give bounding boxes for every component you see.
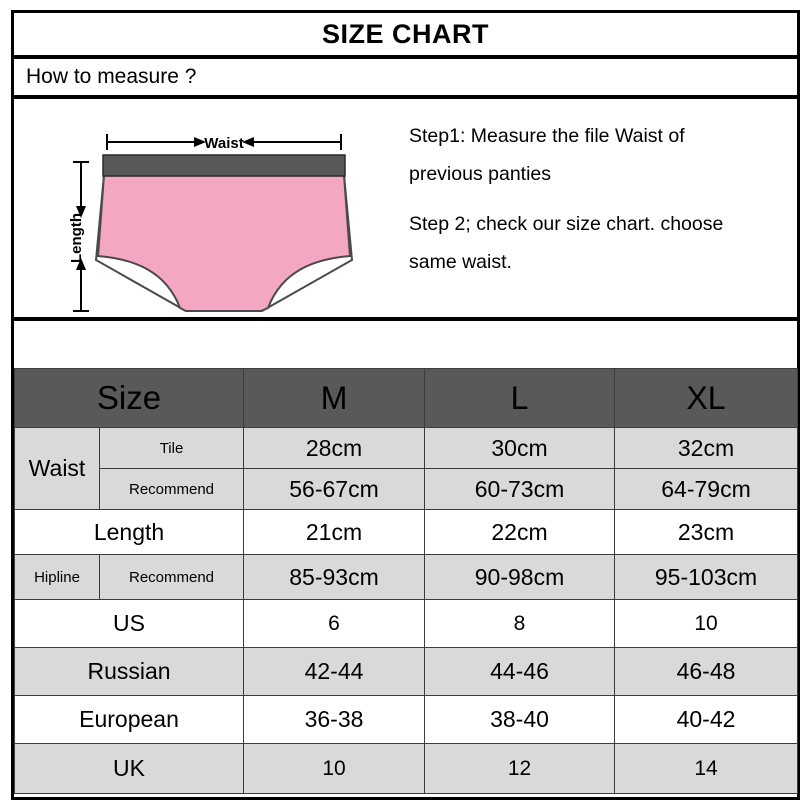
header-size-xl: XL [614, 368, 799, 428]
length-label: Length [68, 213, 85, 263]
cell-european-m: 36-38 [243, 695, 426, 744]
step-line-3: Step 2; check our size chart. choose [409, 213, 724, 235]
how-to-measure-band: How to measure ? [14, 59, 797, 99]
cell-waist-tile-xl: 32cm [614, 427, 799, 469]
cell-waist-rec-m: 56-67cm [243, 468, 426, 510]
cell-uk-xl: 14 [614, 743, 799, 794]
waist-arrowhead-left [194, 137, 206, 147]
step-line-4: same waist. [409, 251, 512, 273]
row-sublabel-hipline-recommend: Recommend [98, 554, 245, 600]
cell-hipline-l: 90-98cm [424, 554, 616, 600]
table-row: UK 10 12 14 [13, 743, 799, 794]
row-sublabel-tile: Tile [98, 427, 245, 469]
cell-waist-tile-m: 28cm [243, 427, 426, 469]
table-row: Hipline Recommend 85-93cm 90-98cm 95-103… [14, 554, 799, 600]
length-measure-arrow [73, 161, 89, 312]
size-table: Size M L XL Waist Tile 28cm 30cm 32cm Re [13, 368, 799, 794]
table-row: European 36-38 38-40 40-42 [13, 695, 799, 744]
cell-us-l: 8 [424, 599, 616, 648]
panty-waistband [102, 154, 346, 177]
chart-frame: SIZE CHART How to measure ? Waist [11, 10, 800, 800]
spacer-band [14, 321, 797, 368]
cell-russian-xl: 46-48 [614, 647, 799, 696]
cell-length-m: 21cm [243, 509, 426, 555]
cell-uk-l: 12 [424, 743, 616, 794]
table-row: Russian 42-44 44-46 46-48 [13, 647, 799, 696]
row-label-european: European [13, 695, 245, 744]
length-arrowhead-bottom [76, 258, 86, 270]
cell-russian-m: 42-44 [243, 647, 426, 696]
table-row: Waist Tile 28cm 30cm 32cm [14, 427, 799, 510]
header-size-m: M [243, 368, 426, 428]
table-row: Recommend 56-67cm 60-73cm 64-79cm [15, 468, 799, 510]
length-arrowhead-top [76, 206, 86, 218]
measure-steps: Step1: Measure the file Waist of previou… [409, 117, 789, 281]
row-label-russian: Russian [13, 647, 245, 696]
cell-length-l: 22cm [424, 509, 616, 555]
row-label-waist: Waist [14, 427, 100, 510]
step-line-1: Step1: Measure the file Waist of [409, 125, 685, 147]
header-size-l: L [424, 368, 616, 428]
cell-waist-tile-l: 30cm [424, 427, 616, 469]
waist-arrowhead-right [242, 137, 254, 147]
table-row: Length 21cm 22cm 23cm [13, 509, 799, 555]
cell-waist-rec-xl: 64-79cm [614, 468, 799, 510]
header-size-label: Size [13, 368, 245, 428]
cell-uk-m: 10 [243, 743, 426, 794]
title-band: SIZE CHART [14, 13, 797, 59]
waist-label: Waist [204, 135, 243, 152]
diagram-band: Waist Length [14, 99, 797, 321]
cell-us-xl: 10 [614, 599, 799, 648]
how-to-measure-label: How to measure ? [26, 65, 197, 88]
panty-fabric [96, 174, 352, 312]
cell-hipline-xl: 95-103cm [614, 554, 799, 600]
row-label-uk: UK [13, 743, 245, 794]
cell-european-xl: 40-42 [614, 695, 799, 744]
cell-length-xl: 23cm [614, 509, 799, 555]
cell-european-l: 38-40 [424, 695, 616, 744]
page-title: SIZE CHART [322, 18, 489, 49]
table-header-row: Size M L XL [13, 368, 799, 428]
cell-waist-rec-l: 60-73cm [424, 468, 616, 510]
row-label-us: US [13, 599, 245, 648]
row-label-length: Length [13, 509, 245, 555]
panties-diagram: Waist Length [68, 134, 354, 312]
table-row: US 6 8 10 [13, 599, 799, 648]
cell-us-m: 6 [243, 599, 426, 648]
step-line-2: previous panties [409, 163, 552, 185]
cell-hipline-m: 85-93cm [243, 554, 426, 600]
cell-russian-l: 44-46 [424, 647, 616, 696]
waist-measure-arrow [106, 134, 342, 150]
row-label-hipline: Hipline [14, 554, 100, 600]
row-sublabel-waist-recommend: Recommend [98, 468, 245, 510]
